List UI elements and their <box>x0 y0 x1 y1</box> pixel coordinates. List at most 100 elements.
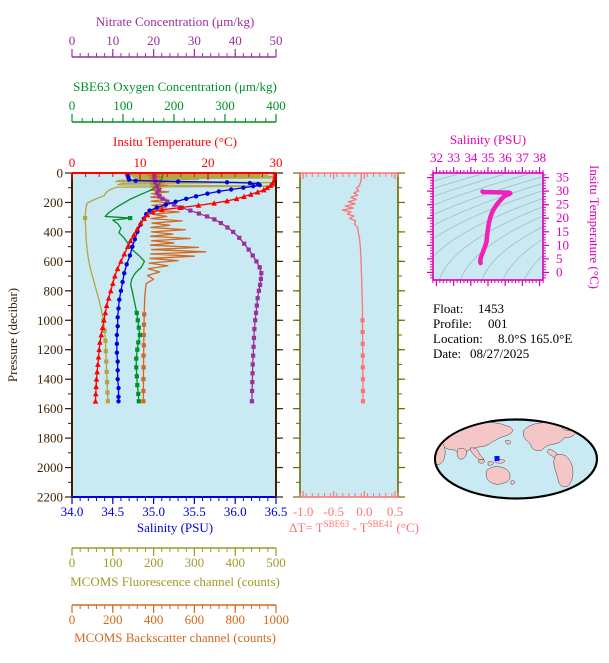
temperature-axis-title: Insitu Temperature (°C) <box>113 134 237 149</box>
tick-label: 35 <box>482 150 495 165</box>
tick-label: 100 <box>113 98 133 113</box>
float-label: Float: <box>433 301 463 316</box>
nitrate-axis-title: Nitrate Concentration (μm/kg) <box>96 14 255 29</box>
tick-label: 200 <box>164 98 184 113</box>
tick-label: 0 <box>57 166 64 181</box>
tick-label: 0 <box>556 264 563 279</box>
tick-label: 30 <box>270 155 283 170</box>
tick-label: 37 <box>516 150 530 165</box>
date-label: Date: <box>433 346 461 361</box>
main-profile-plot: 0200400600800100012001400160018002000220… <box>37 155 287 519</box>
tick-label: 32 <box>430 150 443 165</box>
tick-label: 33 <box>447 150 460 165</box>
tick-label: 2000 <box>37 460 63 475</box>
tick-label: 1800 <box>37 431 63 446</box>
tick-label: 20 <box>202 155 215 170</box>
float-value: 1453 <box>478 301 504 316</box>
tick-label: 36.5 <box>265 504 288 519</box>
profile-label: Profile: <box>433 316 472 331</box>
tick-label: 800 <box>225 612 245 627</box>
series-line <box>341 173 364 402</box>
tick-label: 0 <box>69 98 76 113</box>
tick-label: 35.0 <box>142 504 165 519</box>
tick-label: 0 <box>69 155 76 170</box>
tick-label: 38 <box>533 150 546 165</box>
tick-label: 300 <box>215 98 235 113</box>
ts-salinity-title: Salinity (PSU) <box>450 132 526 147</box>
tick-label: 35 <box>556 170 569 185</box>
tick-label: 0 <box>69 612 76 627</box>
tick-label: 15 <box>556 224 569 239</box>
pressure-axis-title: Pressure (decibar) <box>5 288 20 382</box>
tick-label: 400 <box>44 224 64 239</box>
tick-label: 200 <box>103 612 123 627</box>
tick-label: 20 <box>556 210 569 225</box>
tick-label: 0 <box>69 33 76 48</box>
tick-label: 300 <box>185 555 205 570</box>
delta-t-axis-title: ΔT= TSBE63 - TSBE41 (°C) <box>289 519 419 535</box>
tick-label: 600 <box>185 612 205 627</box>
tick-label: 1400 <box>37 372 63 387</box>
tick-label: 30 <box>556 183 569 198</box>
tick-label: 36 <box>499 150 513 165</box>
tick-label: 34.5 <box>101 504 124 519</box>
world-map <box>433 418 599 500</box>
tick-label: 20 <box>147 33 160 48</box>
tick-label: 400 <box>225 555 245 570</box>
tick-label: 40 <box>229 33 242 48</box>
scale-bar: 0 100 200 300 400 500 <box>69 547 286 570</box>
delta-t-background <box>300 173 398 497</box>
tick-label: 30 <box>188 33 201 48</box>
tick-label: 10 <box>556 237 569 252</box>
ts-curve <box>478 189 513 266</box>
main-plot-series <box>82 173 276 404</box>
tick-label: 34.0 <box>61 504 84 519</box>
tick-label: 25 <box>556 197 569 212</box>
tick-label: 36.0 <box>224 504 247 519</box>
tick-label: 500 <box>266 555 286 570</box>
tick-label: 0 <box>69 555 76 570</box>
tick-label: 0.0 <box>356 504 372 519</box>
series-line <box>104 173 164 402</box>
scale-bar: 0 200 400 600 800 1000 <box>69 604 289 627</box>
tick-label: 10 <box>134 155 147 170</box>
ts-temperature-title: Insitu Temperature (°C) <box>587 165 602 289</box>
delta-t-plot: -1.0 -0.5 0.0 0.5 <box>293 172 405 519</box>
tick-label: 600 <box>44 254 64 269</box>
tick-label: 400 <box>266 98 286 113</box>
location-label: Location: <box>433 331 483 346</box>
series-line <box>94 173 276 402</box>
backscatter-axis-title: MCOMS Backscatter channel (counts) <box>74 630 276 645</box>
tick-label: 400 <box>144 612 164 627</box>
tick-label: 5 <box>556 251 563 266</box>
tick-label: 50 <box>270 33 283 48</box>
tick-label: 100 <box>103 555 123 570</box>
fluorescence-axis-title: MCOMS Fluorescence channel (counts) <box>70 574 280 589</box>
float-info: Float: 1453 Profile: 001 Location: 8.0°S… <box>433 301 572 361</box>
float-location-marker <box>494 456 500 461</box>
tick-label: 0.5 <box>387 504 403 519</box>
tick-label: 1200 <box>37 342 63 357</box>
tick-label: 2200 <box>37 490 63 505</box>
tick-label: 34 <box>464 150 478 165</box>
tick-label: 35.5 <box>183 504 206 519</box>
tick-label: 10 <box>106 33 119 48</box>
salinity-axis-title: Salinity (PSU) <box>137 520 213 535</box>
main-plot-background <box>72 173 276 497</box>
location-value: 8.0°S 165.0°E <box>498 331 572 346</box>
oxygen-axis-title: SBE63 Oxygen Concentration (μm/kg) <box>73 79 277 94</box>
tick-label: 1000 <box>263 612 289 627</box>
tick-label: 800 <box>44 283 64 298</box>
date-value: 08/27/2025 <box>470 346 529 361</box>
tick-label: 1000 <box>37 313 63 328</box>
scale-bar: 0 100 200 300 400 <box>69 98 286 123</box>
tick-label: -1.0 <box>293 504 314 519</box>
tick-label: 1600 <box>37 401 63 416</box>
series-line <box>142 173 207 402</box>
scale-bar: 0 10 20 30 40 50 <box>69 33 283 58</box>
profile-value: 001 <box>488 316 508 331</box>
